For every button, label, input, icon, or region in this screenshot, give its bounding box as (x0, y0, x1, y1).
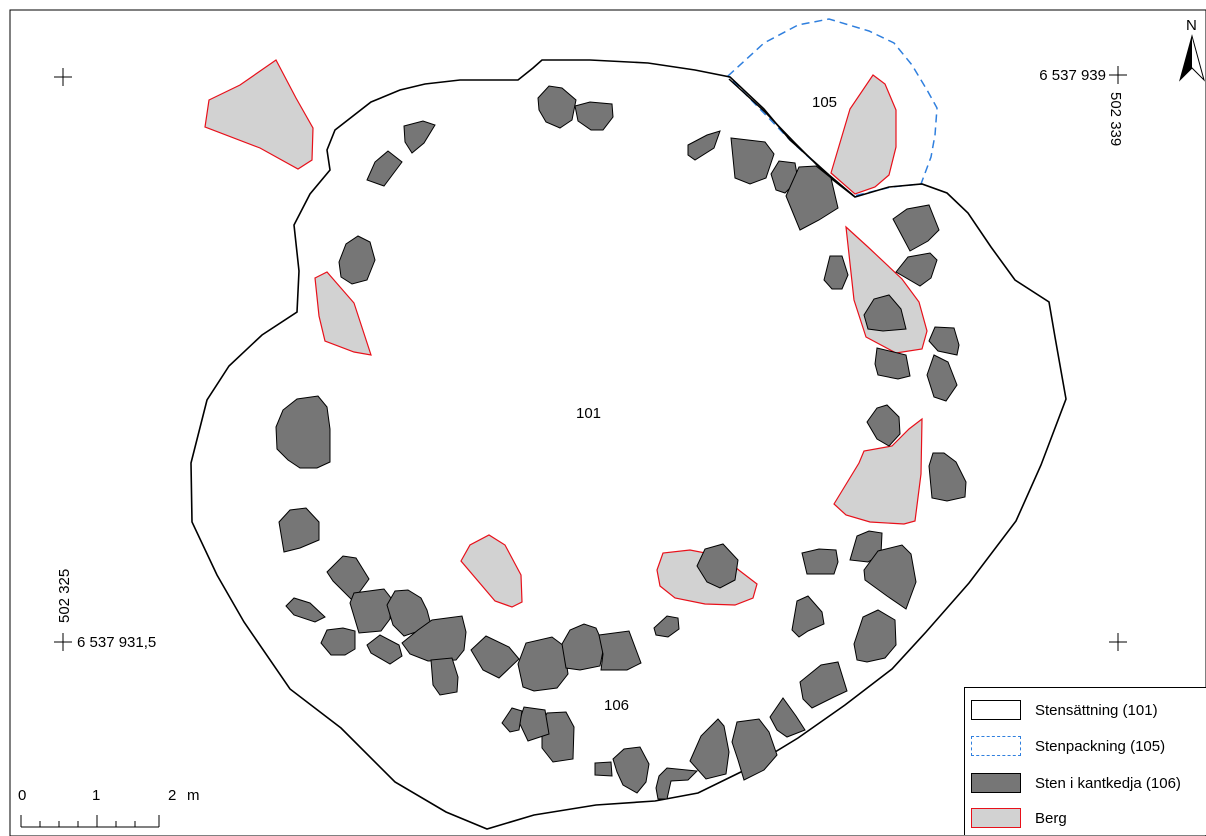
edge-stone (430, 657, 459, 696)
edge-stone (687, 130, 721, 161)
feature-label-106: 106 (604, 697, 629, 714)
edge-stone (769, 697, 806, 738)
grid-cross (1109, 66, 1127, 84)
edge-stone (598, 630, 642, 671)
edge-stone (849, 530, 883, 563)
edge-stone (403, 120, 436, 154)
edge-stone (799, 661, 848, 709)
legend-label: Sten i kantkedja (106) (1035, 774, 1181, 792)
scale-tick-1: 1 (92, 787, 100, 804)
legend-swatch-rock-fill (971, 808, 1021, 828)
coord-bottom-left-east: 502 325 (56, 569, 73, 623)
edge-stone (866, 404, 901, 447)
coord-bottom-left-north: 6 537 931,5 (77, 634, 156, 651)
feature-label-105: 105 (812, 94, 837, 111)
edge-stone (594, 761, 613, 777)
grid-cross (54, 633, 72, 651)
bedrock-polygon (460, 534, 523, 608)
edge-stone (863, 294, 907, 332)
edge-stone (853, 609, 897, 663)
legend-label: Stenpackning (105) (1035, 737, 1166, 755)
scale-bar-line (20, 815, 160, 828)
edge-stone (653, 615, 680, 638)
edge-stone (928, 452, 967, 502)
bedrock-polygon (204, 59, 314, 170)
edge-stone (320, 627, 356, 656)
grid-cross (1109, 633, 1127, 651)
edge-stone (926, 354, 958, 402)
edge-stone (537, 85, 577, 129)
north-arrow-label: N (1186, 17, 1197, 34)
edge-stone (541, 711, 575, 763)
map-legend: Stensättning (101) Stenpackning (105) St… (964, 687, 1206, 835)
edge-stone (349, 588, 392, 634)
edge-stone (928, 326, 960, 356)
legend-item-edge-stone: Sten i kantkedja (106) (971, 771, 1181, 795)
edge-stone (696, 543, 739, 589)
legend-swatch-solid-outline (971, 700, 1021, 720)
edge-stones-layer (275, 85, 967, 800)
legend-item-bedrock: Berg (971, 806, 1067, 830)
bedrock-polygon (833, 417, 923, 525)
edge-stone (874, 347, 911, 380)
scale-tick-0: 0 (18, 787, 26, 804)
edge-stone (561, 623, 605, 671)
edge-stone (731, 718, 778, 781)
edge-stone (517, 636, 569, 692)
edge-stone (892, 204, 940, 252)
legend-label: Berg (1035, 809, 1067, 827)
north-arrow: N (1179, 17, 1205, 82)
edge-stone (366, 150, 403, 187)
edge-stone (338, 235, 376, 285)
stone-packing-105-outline (726, 18, 938, 197)
grid-cross (54, 68, 72, 86)
coord-top-right-east: 502 339 (1107, 92, 1124, 146)
scale-tick-2: 2 (168, 787, 176, 804)
edge-stone (689, 718, 730, 780)
legend-item-stone-packing: Stenpackning (105) (971, 734, 1165, 758)
edge-stone (366, 634, 403, 665)
bedrock-polygon (830, 74, 897, 195)
legend-item-stone-setting: Stensättning (101) (971, 698, 1158, 722)
stone-packing-105-boundary (728, 78, 856, 198)
grid-crosses (54, 66, 1127, 651)
edge-stone (470, 635, 520, 679)
coord-top-right-north: 6 537 939 (1039, 67, 1106, 84)
bedrock-polygon (314, 271, 372, 356)
scale-bar (20, 815, 160, 828)
edge-stone (655, 767, 699, 800)
edge-stone (895, 252, 938, 287)
edge-stone (823, 255, 849, 290)
edge-stone (730, 137, 775, 185)
edge-stone (574, 101, 614, 131)
edge-stone (386, 589, 432, 637)
feature-label-101: 101 (576, 405, 601, 422)
edge-stone (275, 395, 331, 469)
edge-stone (401, 615, 467, 662)
edge-stone (801, 548, 839, 575)
edge-stone (612, 746, 650, 794)
edge-stone (326, 555, 370, 602)
map-frame (9, 9, 1206, 836)
edge-stone (518, 706, 550, 742)
edge-stone (501, 707, 523, 733)
legend-swatch-dark-fill (971, 773, 1021, 793)
legend-label: Stensättning (101) (1035, 701, 1158, 719)
edge-stone (785, 165, 839, 231)
edge-stone (278, 507, 320, 553)
legend-swatch-dashed-outline (971, 736, 1021, 756)
stone-setting-101-outline (190, 59, 1067, 830)
edge-stone (285, 597, 326, 623)
scale-unit: m (187, 787, 200, 804)
edge-stone (863, 544, 917, 610)
north-arrow-shade (1180, 36, 1192, 80)
edge-stone (791, 595, 825, 638)
